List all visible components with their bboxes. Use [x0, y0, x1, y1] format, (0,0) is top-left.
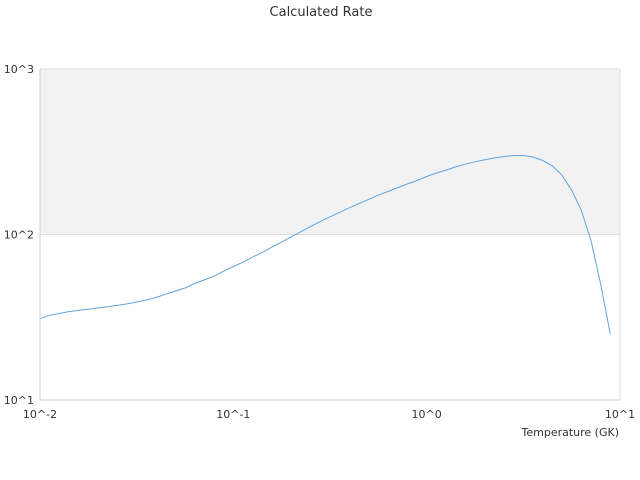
- x-axis-label: Temperature (GK): [521, 426, 620, 439]
- plot-background: [40, 69, 620, 235]
- grid-lines: [40, 68, 621, 400]
- x-tick-label: 10^-1: [216, 408, 250, 421]
- chart-title: Calculated Rate: [270, 5, 373, 20]
- axes: [39, 69, 620, 401]
- x-tick-labels: 10^-2 10^-1 10^0 10^1: [23, 408, 635, 421]
- y-tick-label: 10^3: [4, 63, 34, 76]
- series-line: [39, 155, 611, 335]
- y-tick-labels: 10^1 10^2 10^3: [4, 63, 34, 407]
- x-tick-label: 10^-2: [23, 408, 57, 421]
- series-layer: [39, 155, 611, 335]
- y-tick-label: 10^1: [4, 394, 34, 407]
- x-tick-label: 10^1: [605, 408, 635, 421]
- y-tick-label: 10^2: [4, 229, 34, 242]
- plot-band: [40, 69, 620, 235]
- x-tick-label: 10^0: [412, 408, 442, 421]
